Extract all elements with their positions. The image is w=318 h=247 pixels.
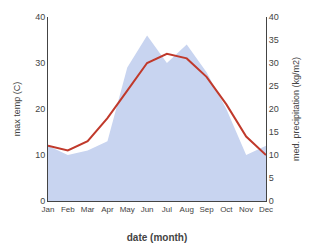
svg-text:35: 35 [269, 35, 279, 45]
svg-text:40: 40 [35, 12, 45, 22]
svg-text:0: 0 [40, 196, 45, 206]
svg-text:Apr: Apr [101, 205, 114, 214]
svg-text:5: 5 [269, 173, 274, 183]
svg-text:20: 20 [35, 104, 45, 114]
svg-text:15: 15 [269, 127, 279, 137]
svg-text:Mar: Mar [81, 205, 95, 214]
svg-text:Jun: Jun [141, 205, 154, 214]
svg-text:40: 40 [269, 12, 279, 22]
svg-text:Jan: Jan [42, 205, 55, 214]
svg-text:Feb: Feb [61, 205, 75, 214]
svg-text:Aug: Aug [180, 205, 194, 214]
svg-text:med. precipitation (kg/m2): med. precipitation (kg/m2) [291, 57, 301, 161]
svg-text:0: 0 [269, 196, 274, 206]
svg-text:20: 20 [269, 104, 279, 114]
svg-text:10: 10 [269, 150, 279, 160]
svg-text:date (month): date (month) [127, 232, 188, 243]
svg-text:30: 30 [269, 58, 279, 68]
svg-text:10: 10 [35, 150, 45, 160]
svg-text:Dec: Dec [259, 205, 273, 214]
svg-text:max temp (C): max temp (C) [12, 82, 22, 137]
svg-text:Jul: Jul [162, 205, 172, 214]
svg-text:Oct: Oct [220, 205, 233, 214]
svg-text:Nov: Nov [239, 205, 253, 214]
svg-text:May: May [120, 205, 135, 214]
svg-text:Sep: Sep [199, 205, 214, 214]
svg-text:30: 30 [35, 58, 45, 68]
svg-text:25: 25 [269, 81, 279, 91]
